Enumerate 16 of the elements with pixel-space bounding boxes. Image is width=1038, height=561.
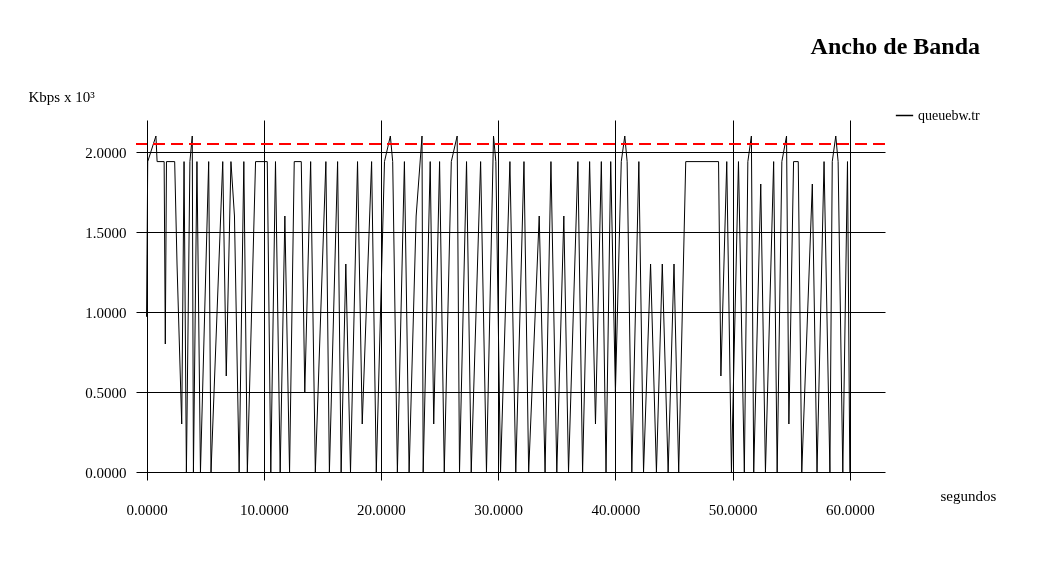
y-tick-label: 0.0000 xyxy=(85,464,127,481)
x-tick-label: 40.0000 xyxy=(591,501,641,518)
legend-label: queuebw.tr xyxy=(918,107,981,123)
y-tick-label: 0.5000 xyxy=(85,384,127,401)
x-tick-label: 50.0000 xyxy=(708,501,758,518)
chart-title: Ancho de Banda xyxy=(810,33,980,59)
x-axis-title: segundos xyxy=(940,487,997,504)
x-tick-label: 20.0000 xyxy=(357,501,406,518)
x-tick-label: 60.0000 xyxy=(825,501,875,518)
x-tick-label: 0.0000 xyxy=(126,501,168,518)
y-tick-label: 1.0000 xyxy=(85,304,127,321)
y-tick-label: 2.0000 xyxy=(85,144,127,161)
y-axis-title: Kbps x 10³ xyxy=(28,88,96,105)
y-tick-label: 1.5000 xyxy=(85,224,127,241)
x-tick-label: 30.0000 xyxy=(474,501,524,518)
x-tick-label: 10.0000 xyxy=(239,501,289,518)
